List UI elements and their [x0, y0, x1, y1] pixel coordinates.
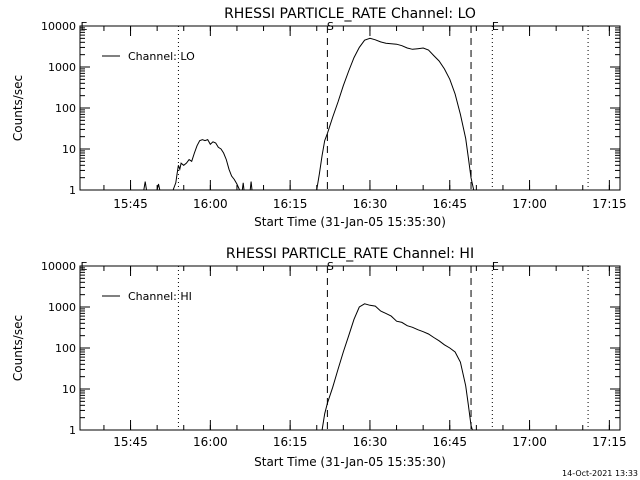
y-tick-label: 10000 [41, 260, 76, 273]
chart-title: RHESSI PARTICLE_RATE Channel: LO [224, 6, 476, 22]
x-tick-label: 16:15 [273, 197, 308, 211]
y-tick-label: 1 [69, 424, 76, 437]
time-marker-label: E [492, 20, 499, 33]
x-tick-label: 16:30 [353, 197, 388, 211]
y-tick-label: 1000 [48, 301, 76, 314]
y-tick-label: 100 [55, 102, 76, 115]
y-axis-label: Counts/sec [11, 315, 25, 381]
series-line [143, 181, 147, 191]
x-tick-label: 17:00 [512, 435, 547, 449]
series-line [172, 138, 241, 191]
y-tick-label: 10 [62, 383, 76, 396]
y-tick-label: 1000 [48, 61, 76, 74]
x-axis-label: Start Time (31-Jan-05 15:35:30) [254, 455, 446, 469]
x-tick-label: 16:15 [273, 435, 308, 449]
series-line [316, 37, 475, 191]
x-tick-label: 16:45 [432, 435, 467, 449]
time-marker-label: E [492, 260, 499, 273]
time-marker-label: E [81, 20, 88, 33]
series-line [249, 181, 253, 191]
x-tick-label: 17:15 [592, 435, 627, 449]
time-marker-label: E [81, 260, 88, 273]
x-tick-label: 16:00 [193, 197, 228, 211]
x-tick-label: 17:00 [512, 197, 547, 211]
y-axis-label: Counts/sec [11, 75, 25, 141]
chart-panel-1: RHESSI PARTICLE_RATE Channel: LO Counts/s… [11, 6, 627, 229]
y-tick-label: 10 [62, 143, 76, 156]
x-tick-label: 15:45 [113, 197, 148, 211]
x-tick-label: 16:30 [353, 435, 388, 449]
series-line [241, 182, 245, 191]
y-tick-label: 1 [69, 184, 76, 197]
footer-timestamp: 14-Oct-2021 13:33 [562, 469, 638, 478]
x-tick-label: 16:00 [193, 435, 228, 449]
x-tick-label: 15:45 [113, 435, 148, 449]
series-line [321, 303, 473, 431]
chart-panel-2: RHESSI PARTICLE_RATE Channel: HI Counts/s… [11, 246, 627, 469]
series-line [156, 183, 161, 191]
x-tick-label: 17:15 [592, 197, 627, 211]
time-marker-label: S [327, 20, 334, 33]
chart-title: RHESSI PARTICLE_RATE Channel: HI [226, 246, 474, 262]
legend-entry: Channel: HI [128, 290, 192, 303]
y-tick-label: 100 [55, 342, 76, 355]
legend-entry: Channel: LO [128, 50, 195, 63]
time-marker-label: S [327, 260, 334, 273]
y-tick-label: 10000 [41, 20, 76, 33]
x-axis-label: Start Time (31-Jan-05 15:35:30) [254, 215, 446, 229]
x-tick-label: 16:45 [432, 197, 467, 211]
